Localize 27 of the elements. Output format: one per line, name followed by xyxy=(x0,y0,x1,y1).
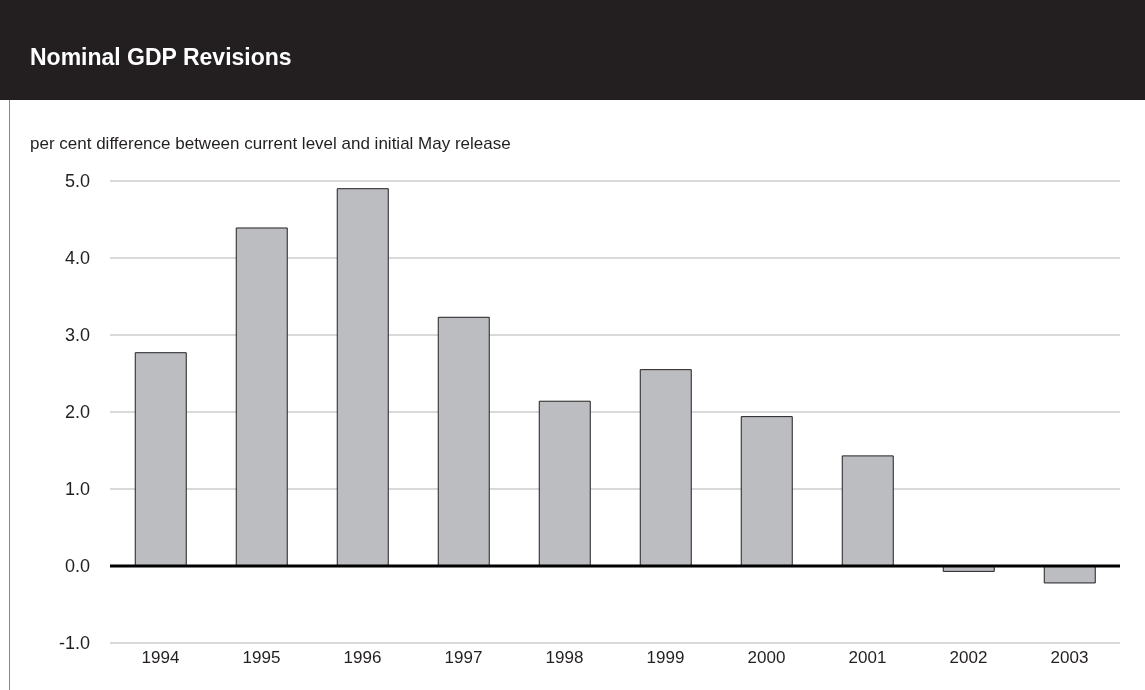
bar xyxy=(437,316,490,567)
bar xyxy=(235,227,288,567)
bar xyxy=(134,352,187,567)
x-tick-label: 2001 xyxy=(848,648,887,668)
x-tick-label: 1997 xyxy=(444,648,483,668)
x-tick-label: 1999 xyxy=(646,648,685,668)
y-tick-label: 4.0 xyxy=(64,248,90,269)
x-tick-label: 1998 xyxy=(545,648,584,668)
bar xyxy=(538,400,591,567)
y-tick-label: -1.0 xyxy=(58,633,90,654)
y-tick-label: 5.0 xyxy=(64,171,90,192)
y-tick-label: 2.0 xyxy=(64,402,90,423)
bar xyxy=(740,416,793,567)
x-tick-label: 2002 xyxy=(949,648,988,668)
bar xyxy=(841,455,894,567)
y-axis-title: per cent difference between current level and initial May release xyxy=(30,134,511,154)
y-tick-label: 1.0 xyxy=(64,479,90,500)
y-tick-label: 0.0 xyxy=(64,556,90,577)
chart-title: Nominal GDP Revisions xyxy=(30,44,292,71)
x-tick-label: 2000 xyxy=(747,648,786,668)
x-tick-label: 1996 xyxy=(343,648,382,668)
x-tick-label: 1994 xyxy=(141,648,180,668)
y-tick-label: 3.0 xyxy=(64,325,90,346)
bar xyxy=(639,369,692,567)
x-tick-label: 2003 xyxy=(1050,648,1089,668)
x-tick-label: 1995 xyxy=(242,648,281,668)
bar xyxy=(336,188,389,567)
